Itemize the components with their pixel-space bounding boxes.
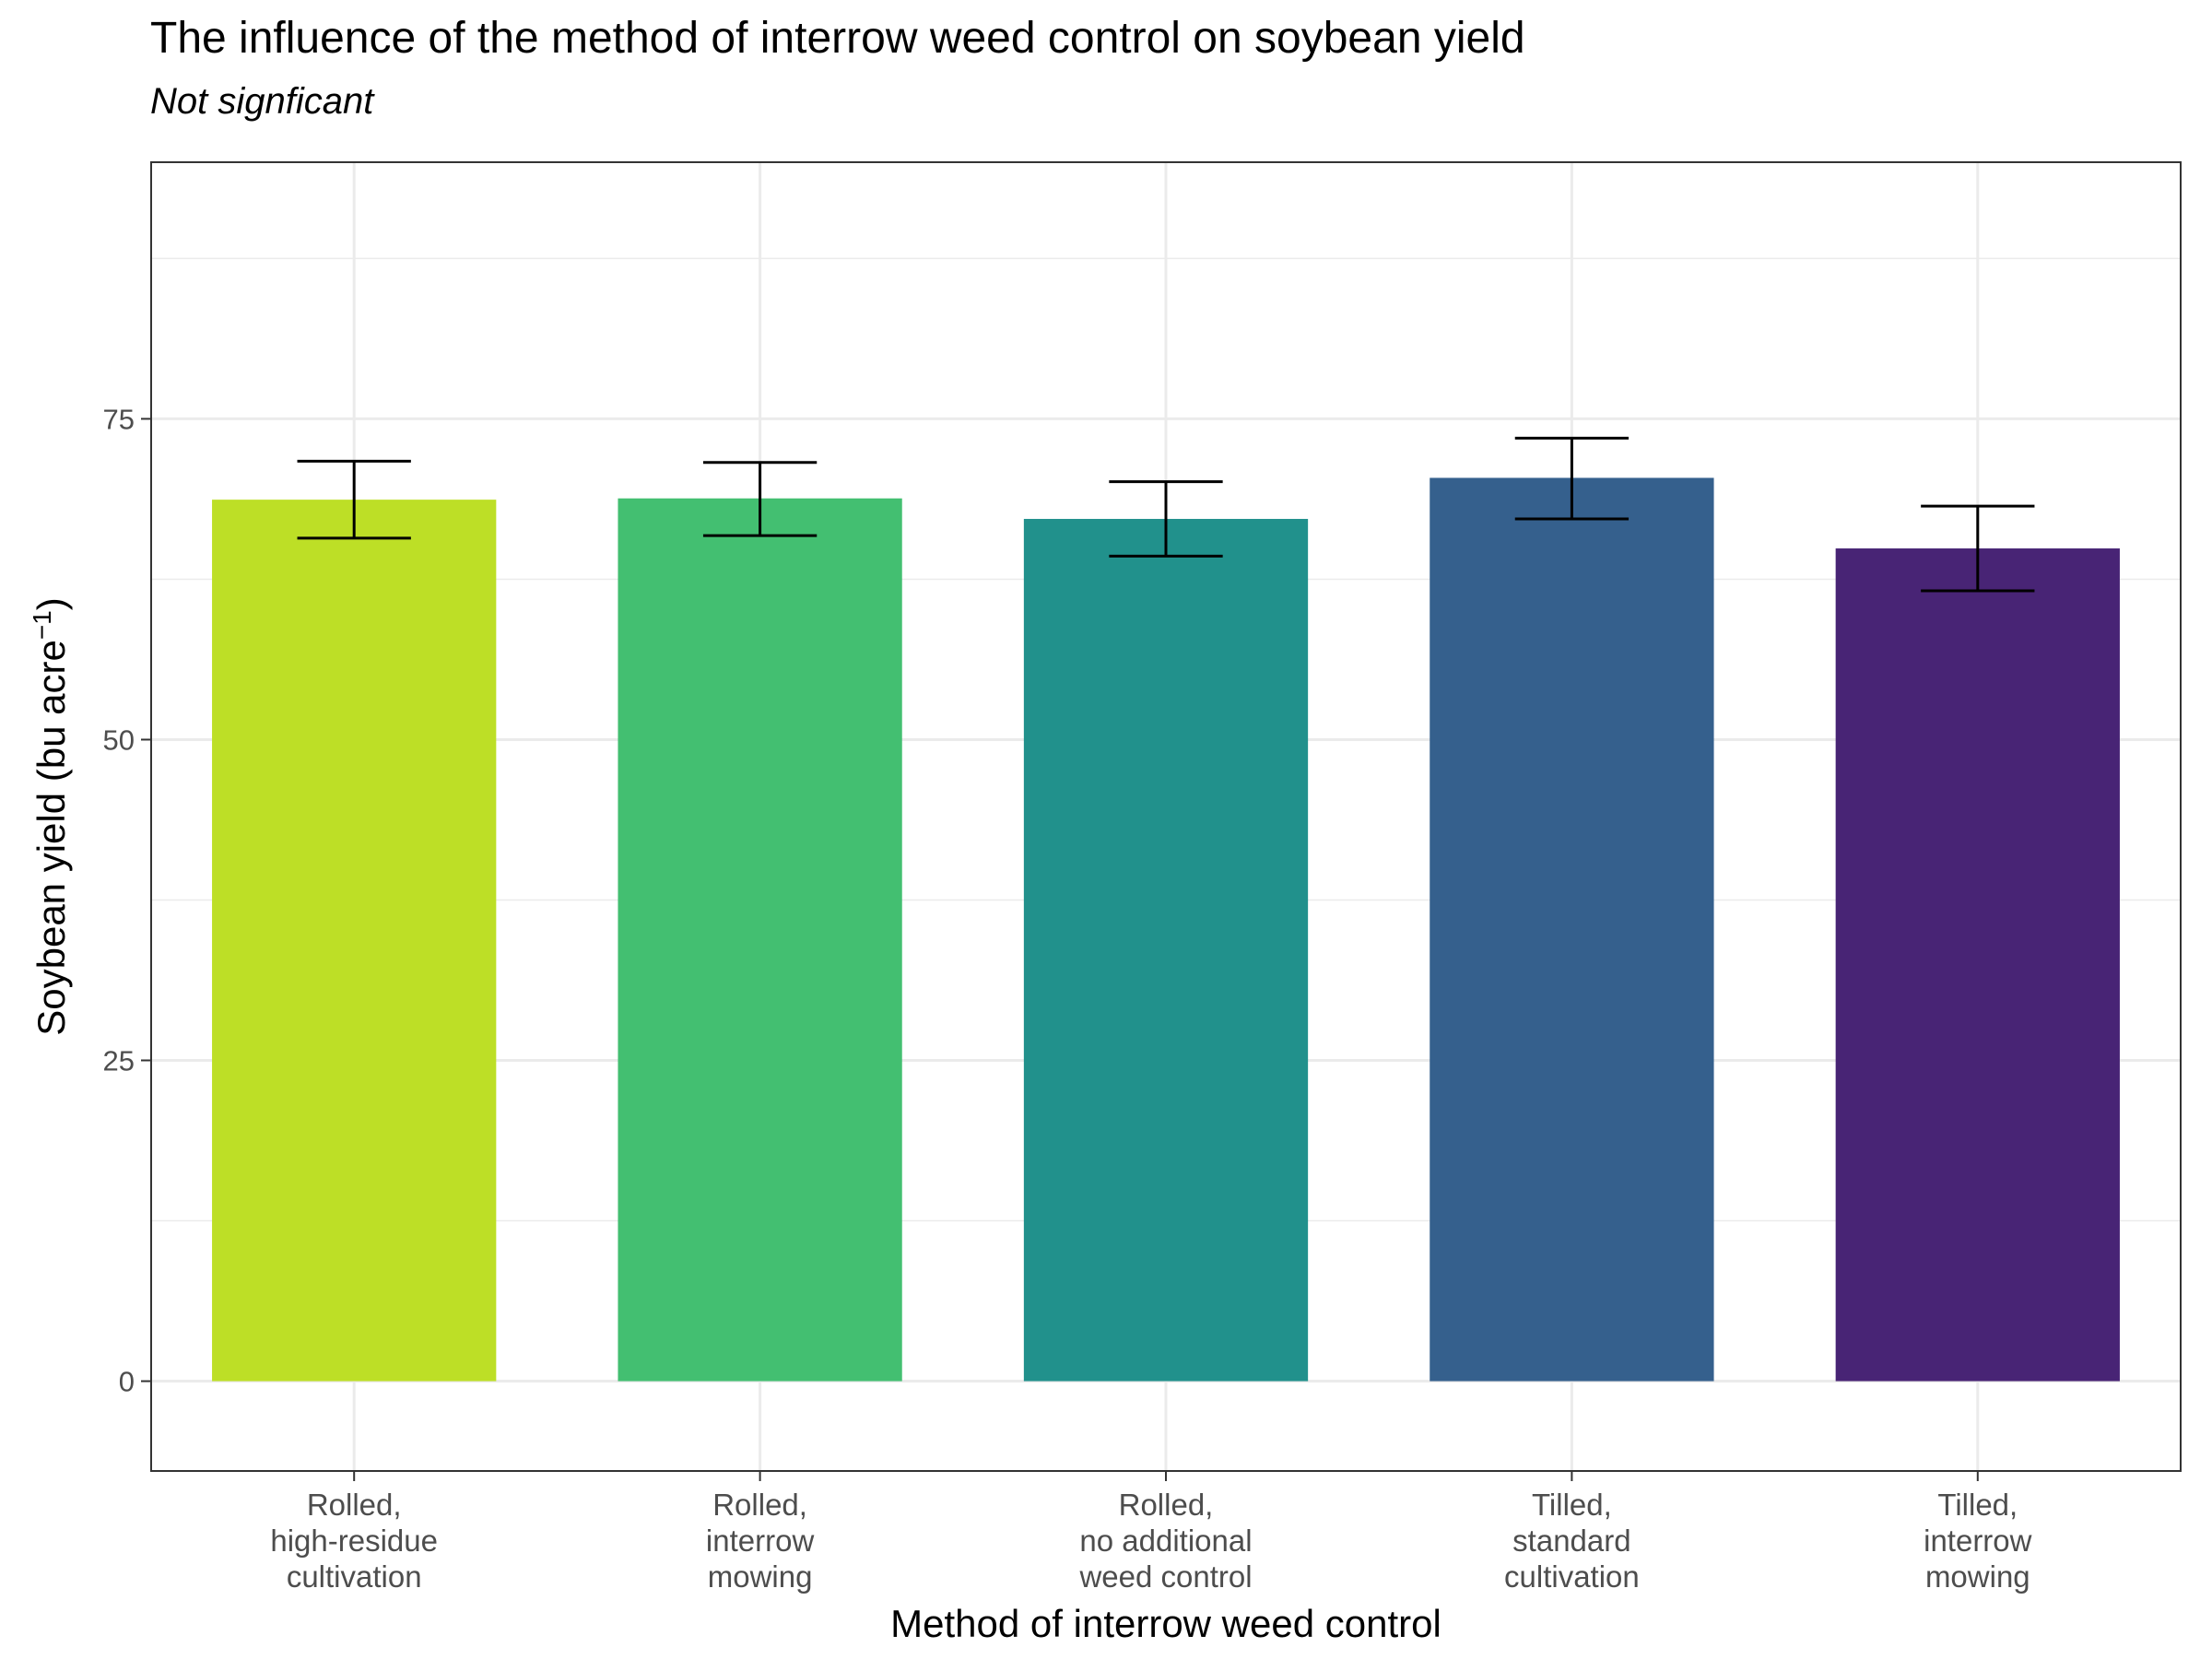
x-tick-label: Tilled, standard cultivation [1504, 1488, 1640, 1594]
x-axis-title: Method of interrow weed control [890, 1602, 1441, 1645]
chart-subtitle: Not signficant [150, 81, 374, 122]
y-axis-title-main: Soybean yield (bu acre [29, 640, 73, 1036]
x-tick-label-line: Rolled, [712, 1488, 807, 1522]
y-tick-label: 0 [119, 1366, 135, 1398]
x-tick-label-line: Rolled, [307, 1488, 402, 1522]
x-tick-label: Rolled, high-residue cultivation [270, 1488, 438, 1594]
y-axis-title: Soybean yield (bu acre−1) [28, 597, 74, 1036]
bar-3 [1023, 519, 1309, 1382]
x-tick-label-line: no additional [1079, 1524, 1252, 1558]
bars [212, 477, 2120, 1382]
y-tick-label: 50 [103, 724, 135, 756]
x-tick-label-line: weed control [1078, 1559, 1252, 1594]
x-tick-label-line: cultivation [287, 1559, 422, 1594]
x-tick-label-line: high-residue [270, 1524, 438, 1558]
y-axis-title-close: ) [29, 597, 73, 610]
chart-title: The influence of the method of interrow … [150, 14, 1525, 63]
x-tick-label: Tilled, interrow mowing [1924, 1488, 2032, 1594]
y-axis-title-superscript: −1 [28, 610, 56, 640]
x-tick-label: Rolled, interrow mowing [706, 1488, 815, 1594]
x-tick-label: Rolled, no additional weed control [1078, 1488, 1252, 1594]
x-tick-label-line: interrow [706, 1524, 815, 1558]
x-tick-label-line: Tilled, [1532, 1488, 1612, 1522]
bar-1 [212, 500, 497, 1382]
x-tick-label-line: interrow [1924, 1524, 2032, 1558]
x-tick-label-line: mowing [1925, 1559, 2030, 1594]
y-tick-label: 75 [103, 403, 135, 435]
x-tick-label-line: standard [1512, 1524, 1630, 1558]
x-tick-label-line: Rolled, [1119, 1488, 1214, 1522]
x-tick-label-line: Tilled, [1937, 1488, 2018, 1522]
error-bars [297, 436, 2035, 593]
bar-5 [1835, 548, 2120, 1382]
bar-4 [1430, 477, 1714, 1382]
x-tick-label-line: mowing [708, 1559, 813, 1594]
x-tick-label-line: cultivation [1504, 1559, 1640, 1594]
bar-2 [618, 498, 902, 1382]
y-tick-label: 25 [103, 1045, 135, 1077]
